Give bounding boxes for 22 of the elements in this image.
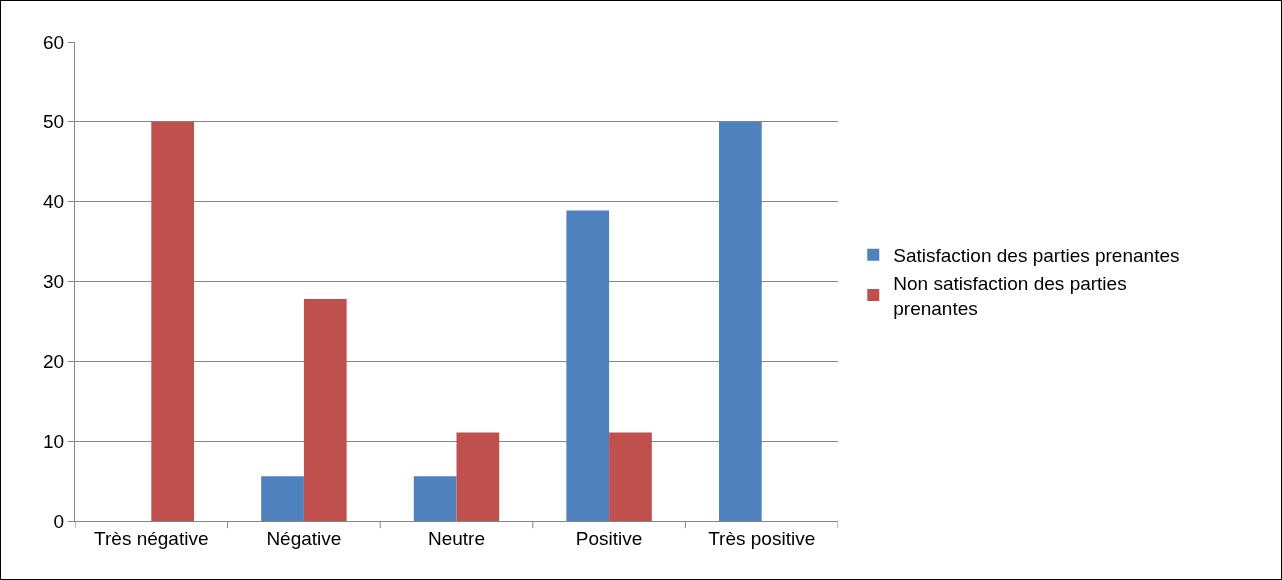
bar xyxy=(303,299,347,521)
y-tick-label: 10 xyxy=(43,430,65,452)
x-tick-label: Très positive xyxy=(708,527,816,549)
bar xyxy=(456,432,500,521)
y-tick-label: 0 xyxy=(53,510,65,532)
bar xyxy=(413,476,457,521)
y-tick-label: 30 xyxy=(43,271,65,293)
x-tick-label: Neutre xyxy=(427,527,486,549)
bar xyxy=(609,432,652,521)
legend-label: Non satisfaction des parties prenantes xyxy=(893,272,1127,319)
bar xyxy=(261,476,304,521)
legend-label: Satisfaction des parties prenantes xyxy=(893,245,1180,267)
y-tick-label: 20 xyxy=(43,350,65,372)
y-tick-label: 40 xyxy=(43,191,65,213)
bar xyxy=(566,210,610,521)
bar xyxy=(718,121,762,521)
x-tick-label: Très négative xyxy=(94,527,209,549)
bar xyxy=(151,121,195,521)
y-tick-label: 60 xyxy=(43,31,65,53)
x-tick-label: Négative xyxy=(266,527,342,549)
x-tick-label: Positive xyxy=(575,527,643,549)
y-tick-label: 50 xyxy=(43,111,65,133)
